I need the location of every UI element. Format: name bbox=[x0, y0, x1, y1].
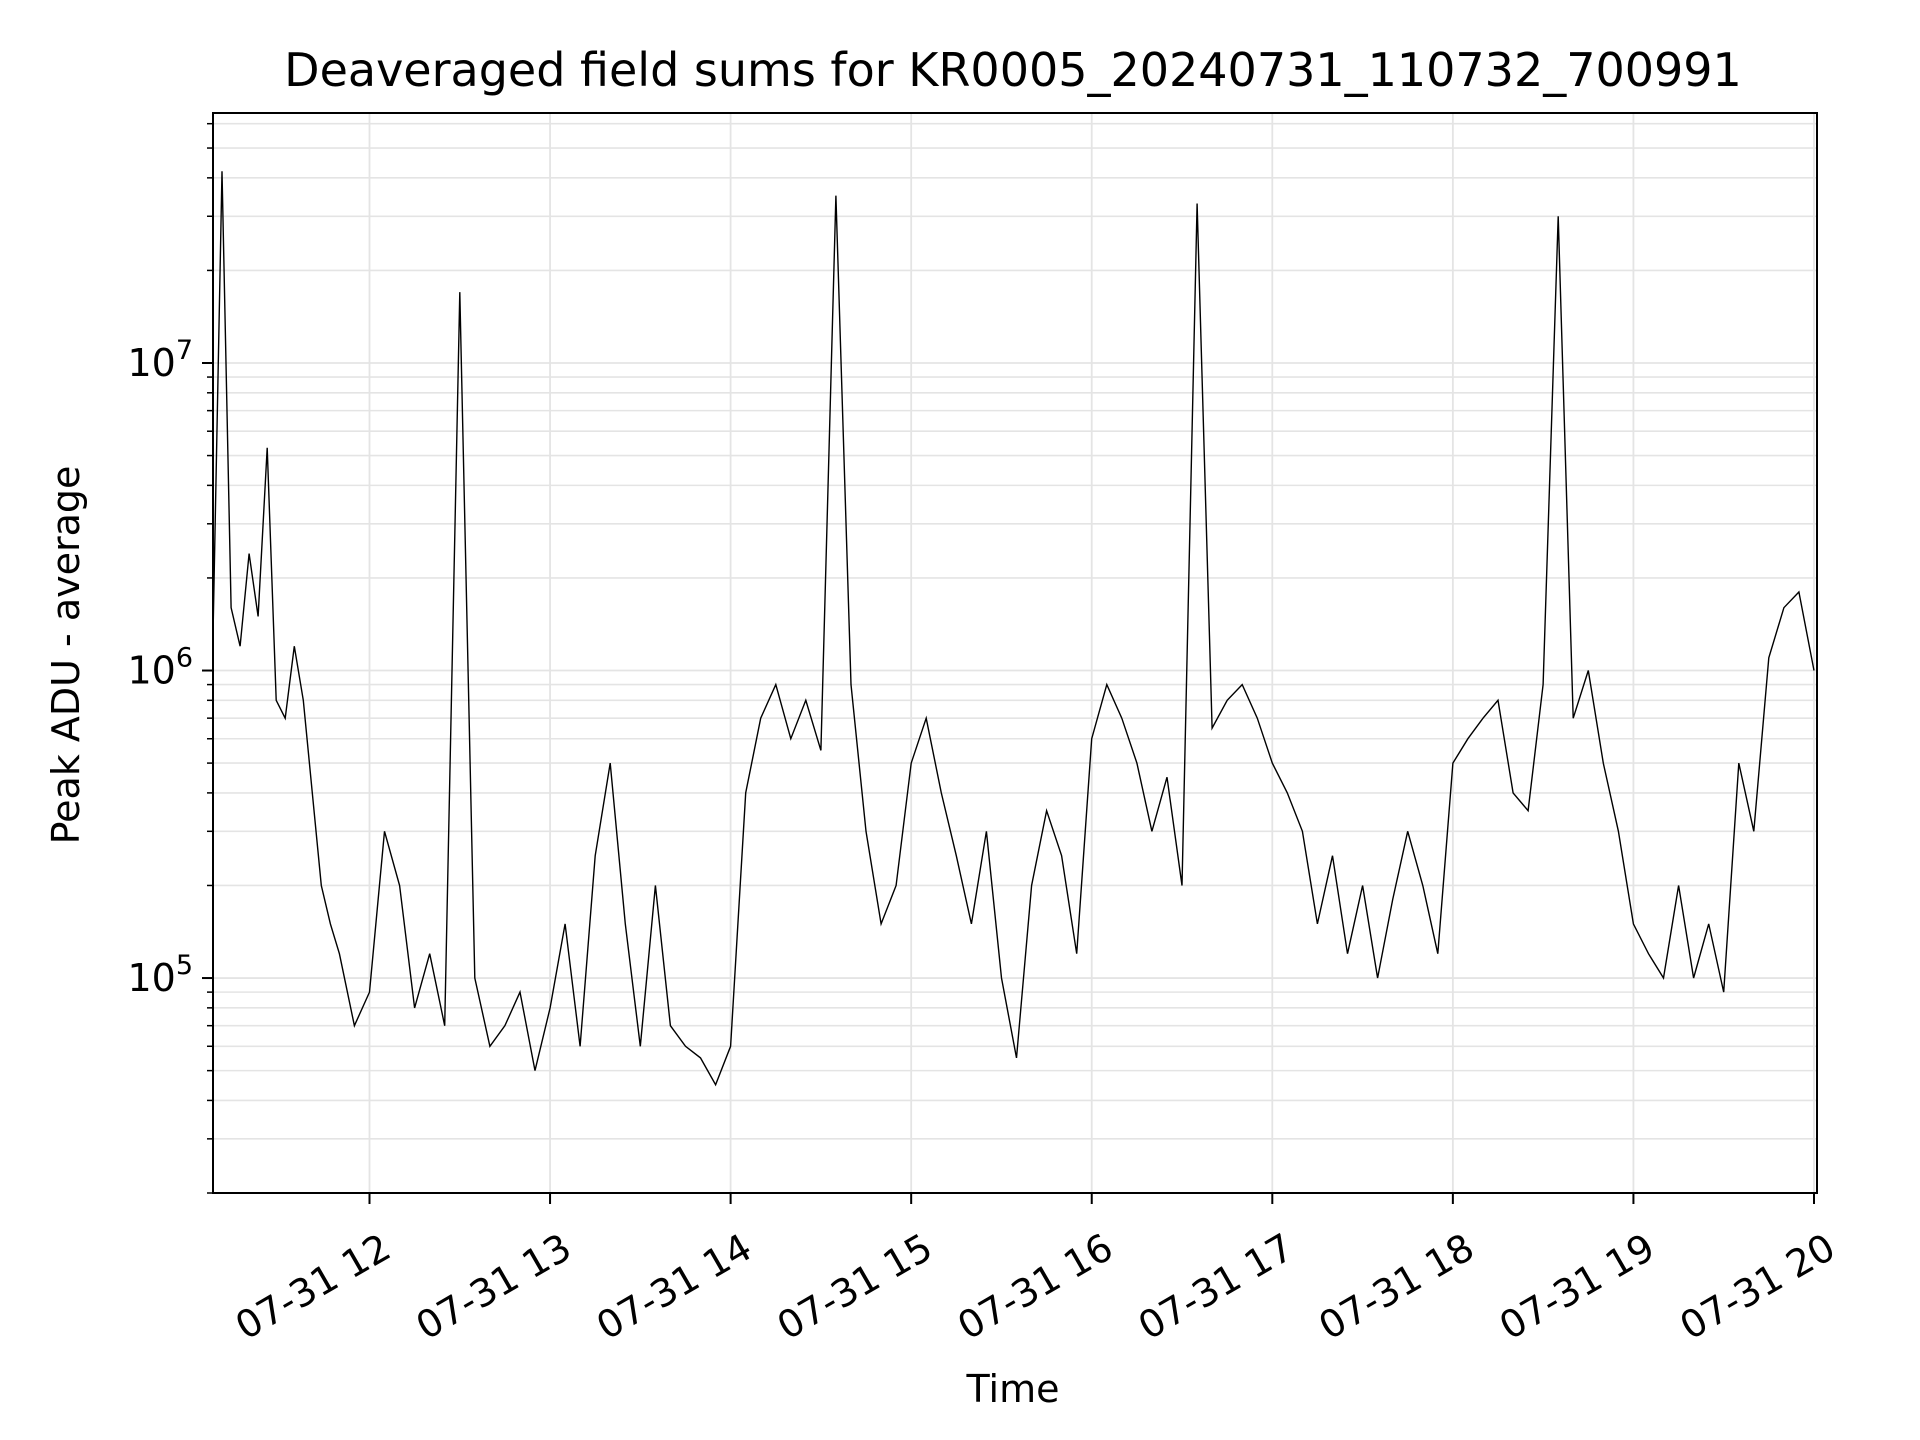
y-tick-label: 107 bbox=[127, 335, 193, 385]
y-tick-label: 106 bbox=[127, 643, 193, 693]
chart-title: Deaveraged field sums for KR0005_2024073… bbox=[284, 43, 1742, 97]
y-tick-label: 105 bbox=[127, 950, 193, 1000]
data-layer bbox=[212, 171, 1815, 1087]
x-axis-label: Time bbox=[966, 1367, 1060, 1411]
plot-frame bbox=[212, 112, 1818, 1194]
series-line bbox=[212, 171, 1815, 1087]
grid bbox=[213, 113, 1817, 1194]
y-axis-label: Peak ADU - average bbox=[44, 466, 88, 845]
